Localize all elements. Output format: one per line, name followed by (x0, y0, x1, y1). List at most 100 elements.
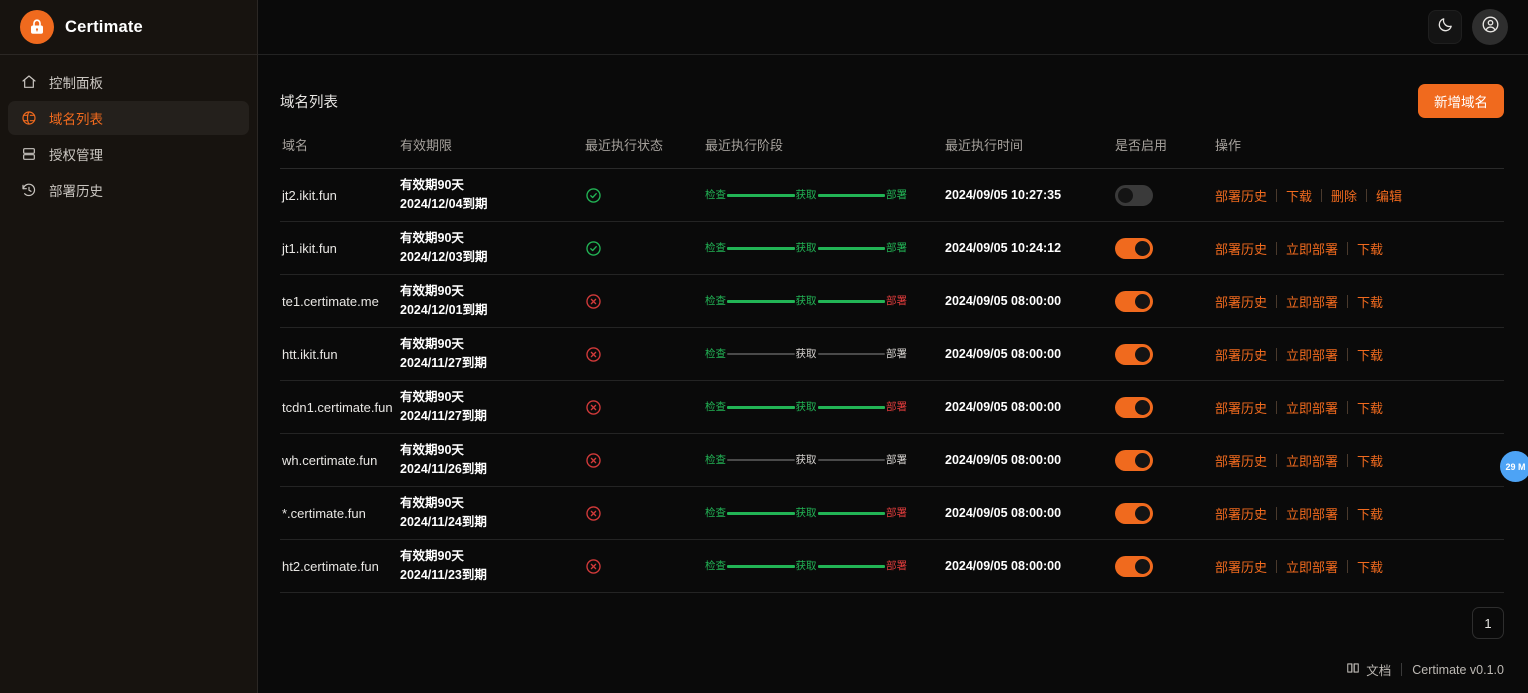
enable-toggle[interactable] (1115, 184, 1153, 206)
operation-divider (1276, 559, 1278, 573)
brand: Certimate (0, 0, 257, 55)
operation-link[interactable]: 部署历史 (1215, 294, 1268, 310)
stage-label: 检查 (705, 188, 726, 201)
th-operations: 操作 (1215, 125, 1504, 169)
stage-label: 检查 (705, 559, 726, 572)
last-run-time: 2024/09/05 08:00:00 (945, 559, 1062, 573)
last-run-time: 2024/09/05 08:00:00 (945, 506, 1062, 520)
stage-progress: 检查 获取 部署 (705, 349, 907, 360)
stage-connector (727, 299, 795, 303)
validity-expiry: 2024/11/27到期 (400, 356, 487, 370)
last-run-time: 2024/09/05 10:24:12 (945, 241, 1062, 255)
enable-toggle[interactable] (1115, 449, 1153, 471)
docs-link[interactable]: 文档 (1346, 660, 1391, 679)
floating-badge[interactable]: 29 M (1500, 451, 1528, 482)
operation-link[interactable]: 部署历史 (1215, 241, 1268, 257)
topbar (258, 0, 1528, 55)
account-button[interactable] (1472, 9, 1508, 45)
operation-link[interactable]: 编辑 (1376, 188, 1403, 204)
cell-operations: 部署历史 立即部署 下载 (1215, 539, 1504, 593)
page-title: 域名列表 (280, 94, 338, 111)
operation-link[interactable]: 立即部署 (1286, 400, 1339, 416)
operation-link[interactable]: 立即部署 (1286, 241, 1339, 257)
last-run-time: 2024/09/05 08:00:00 (945, 400, 1062, 414)
cell-last-run: 2024/09/05 08:00:00 (945, 274, 1115, 328)
status-error-icon (585, 558, 705, 575)
operation-divider (1347, 506, 1349, 520)
operation-divider (1347, 400, 1349, 414)
operation-link[interactable]: 下载 (1357, 347, 1384, 363)
cell-status (585, 221, 705, 275)
cell-status (585, 539, 705, 593)
enable-toggle[interactable] (1115, 343, 1153, 365)
sidebar-item-label: 授权管理 (49, 148, 103, 163)
theme-toggle-button[interactable] (1428, 10, 1462, 44)
operation-link[interactable]: 立即部署 (1286, 453, 1339, 469)
operation-divider (1347, 241, 1349, 255)
table-row: wh.certimate.fun 有效期90天 2024/11/26到期 检查 获取 部署… (280, 433, 1504, 487)
th-last-run: 最近执行时间 (945, 125, 1115, 169)
operation-link[interactable]: 部署历史 (1215, 559, 1268, 575)
operation-link[interactable]: 立即部署 (1286, 347, 1339, 363)
enable-toggle[interactable] (1115, 555, 1153, 577)
domain-name: htt.ikit.fun (282, 346, 338, 362)
stage-connector (817, 299, 885, 303)
operation-divider (1321, 188, 1323, 202)
operation-link[interactable]: 下载 (1357, 559, 1384, 575)
operation-link[interactable]: 部署历史 (1215, 506, 1268, 522)
pagination: 1 (280, 593, 1504, 639)
sidebar-item-label: 控制面板 (49, 76, 103, 91)
operation-link[interactable]: 下载 (1286, 188, 1313, 204)
th-domain: 域名 (280, 125, 400, 169)
enable-toggle[interactable] (1115, 237, 1153, 259)
sidebar-item-access[interactable]: 授权管理 (8, 137, 249, 171)
validity-days: 有效期90天 (400, 230, 464, 245)
validity-days: 有效期90天 (400, 442, 464, 457)
sidebar-item-dashboard[interactable]: 控制面板 (8, 65, 249, 99)
cell-status (585, 433, 705, 487)
operation-link[interactable]: 下载 (1357, 506, 1384, 522)
operations-group: 部署历史 下载 删除 编辑 (1215, 186, 1504, 205)
stage-connector (727, 405, 795, 409)
cell-last-run: 2024/09/05 08:00:00 (945, 327, 1115, 381)
add-domain-button[interactable]: 新增域名 (1418, 84, 1504, 118)
operation-link[interactable]: 下载 (1357, 241, 1384, 257)
operation-divider (1347, 559, 1349, 573)
table-row: *.certimate.fun 有效期90天 2024/11/24到期 检查 获取 部署 2… (280, 486, 1504, 540)
operation-link[interactable]: 部署历史 (1215, 400, 1268, 416)
footer-divider (1401, 663, 1403, 676)
cell-enabled (1115, 221, 1215, 275)
stage-connector (727, 353, 795, 355)
operation-link[interactable]: 部署历史 (1215, 453, 1268, 469)
page-button-1[interactable]: 1 (1472, 607, 1504, 639)
stage-label: 部署 (886, 506, 907, 519)
operation-link[interactable]: 部署历史 (1215, 188, 1268, 204)
operation-link[interactable]: 立即部署 (1286, 506, 1339, 522)
stage-connector (817, 405, 885, 409)
enable-toggle[interactable] (1115, 290, 1153, 312)
stage-progress: 检查 获取 部署 (705, 402, 907, 413)
sidebar-item-history[interactable]: 部署历史 (8, 173, 249, 207)
domain-name: tcdn1.certimate.fun (282, 399, 393, 415)
stage-label: 检查 (705, 241, 726, 254)
last-run-time: 2024/09/05 08:00:00 (945, 294, 1062, 308)
cell-domain: te1.certimate.me (280, 274, 400, 328)
operation-divider (1347, 347, 1349, 361)
stage-connector (817, 193, 885, 197)
status-error-icon (585, 505, 705, 522)
stage-label: 获取 (795, 453, 817, 466)
toggle-knob (1135, 452, 1150, 468)
stage-progress: 检查 获取 部署 (705, 296, 907, 307)
operation-link[interactable]: 删除 (1331, 188, 1358, 204)
enable-toggle[interactable] (1115, 502, 1153, 524)
sidebar-item-domains[interactable]: 域名列表 (8, 101, 249, 135)
operation-link[interactable]: 下载 (1357, 294, 1384, 310)
operation-link[interactable]: 立即部署 (1286, 294, 1339, 310)
operation-link[interactable]: 下载 (1357, 453, 1384, 469)
enable-toggle[interactable] (1115, 396, 1153, 418)
operation-link[interactable]: 下载 (1357, 400, 1384, 416)
cell-validity: 有效期90天 2024/11/26到期 (400, 433, 585, 487)
domain-name: jt1.ikit.fun (282, 240, 337, 256)
operation-link[interactable]: 立即部署 (1286, 559, 1339, 575)
operation-link[interactable]: 部署历史 (1215, 347, 1268, 363)
